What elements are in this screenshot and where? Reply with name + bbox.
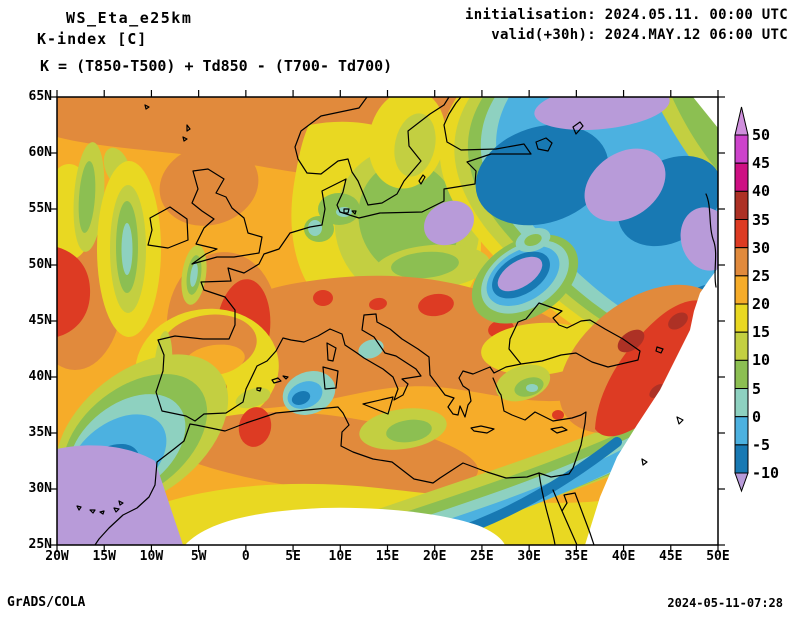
colorbar	[734, 106, 749, 493]
contour-fill-layer	[57, 97, 718, 545]
creation-timestamp: 2024-05-11-07:28	[667, 596, 783, 610]
map-plot-area	[57, 97, 718, 545]
model-title: WS_Eta_e25km	[66, 9, 193, 27]
initialisation-time: initialisation: 2024.05.11. 00:00 UTC	[465, 7, 788, 23]
formula-text: K = (T850-T500) + Td850 - (T700- Td700)	[40, 57, 393, 75]
axis-ticks	[50, 90, 725, 552]
grads-credit: GrADS/COLA	[7, 595, 86, 610]
parameter-title: K-index [C]	[37, 30, 148, 48]
plot-frame	[56, 96, 719, 546]
valid-time: valid(+30h): 2024.MAY.12 06:00 UTC	[491, 27, 788, 43]
coastline-layer	[76, 97, 717, 545]
no-data-mask	[185, 97, 718, 545]
